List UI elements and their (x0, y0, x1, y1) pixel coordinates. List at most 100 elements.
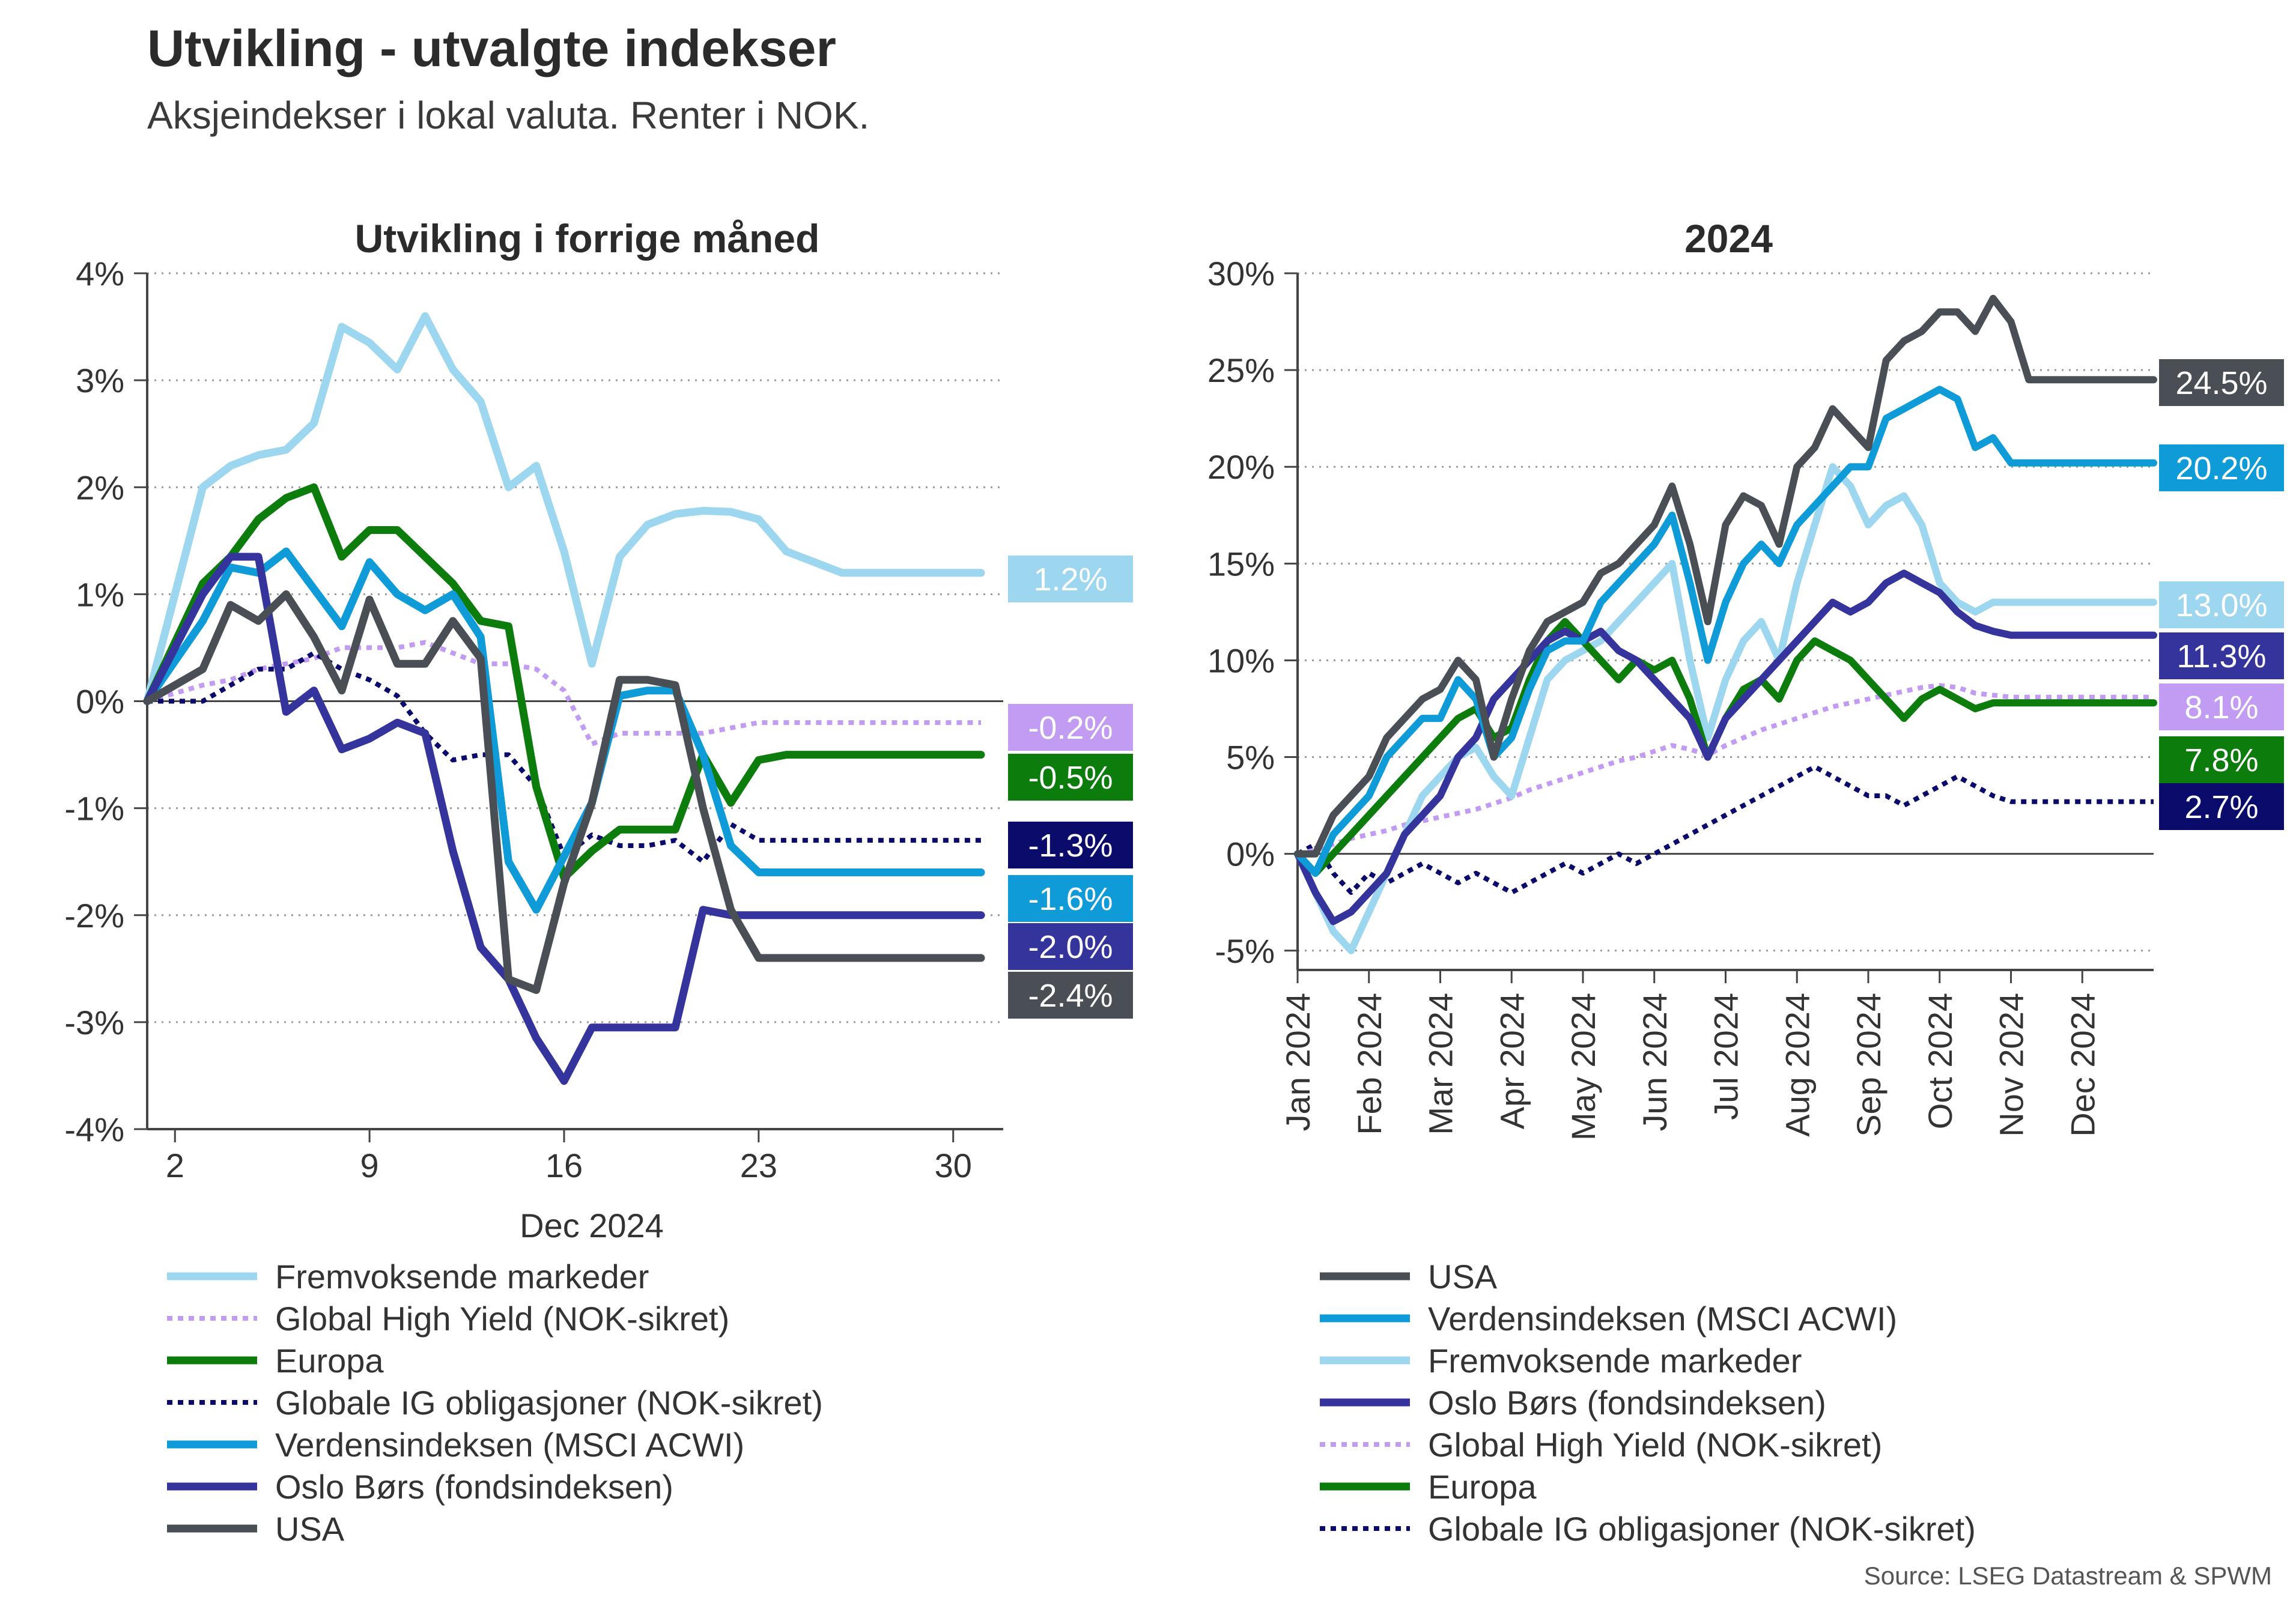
series-line-usa (143, 590, 985, 994)
y-tick-label: 0% (1226, 835, 1275, 873)
series-line-usa (1294, 294, 2157, 858)
x-tick-label: Jul 2024 (1707, 993, 1745, 1120)
y-tick-label: 30% (1207, 255, 1275, 292)
end-label-acwi: -1.6% (1028, 881, 1113, 917)
legend-label-eu: Europa (1428, 1468, 1537, 1506)
panel-title: 2024 (1684, 216, 1773, 261)
end-label-oslo: 11.3% (2176, 638, 2266, 674)
x-tick-label: Dec 2024 (2064, 993, 2101, 1137)
end-label-oslo: -2.0% (1028, 929, 1113, 965)
end-label-box-acwi (2159, 444, 2284, 491)
end-label-acwi: 20.2% (2175, 450, 2267, 486)
legend-label-ig: Globale IG obligasjoner (NOK-sikret) (1428, 1510, 1976, 1548)
y-tick-label: 0% (76, 683, 124, 721)
x-tick-label: Sep 2024 (1850, 993, 1888, 1137)
x-tick-label: Mar 2024 (1422, 993, 1460, 1135)
series-line-em (143, 312, 985, 705)
chart-subtitle: Aksjeindekser i lokal valuta. Renter i N… (147, 94, 870, 137)
x-tick-label: 2 (166, 1147, 184, 1184)
end-label-ig: -1.3% (1028, 828, 1113, 864)
series-line-hy (1297, 683, 2154, 856)
end-label-box-usa (2159, 359, 2284, 406)
y-tick-label: -1% (64, 790, 124, 828)
x-tick-label: 16 (545, 1147, 583, 1184)
series-line-eu (143, 483, 985, 882)
series-line-acwi (143, 547, 985, 914)
x-tick-label: Jun 2024 (1636, 993, 1674, 1131)
legend-last-month: Fremvoksende markeder Global High Yield (… (167, 1258, 823, 1548)
source-note: Source: LSEG Datastream & SPWM (1863, 1562, 2272, 1590)
series-line-oslo (143, 553, 985, 1085)
x-tick-label: Feb 2024 (1350, 993, 1388, 1135)
series-line-ig (147, 650, 981, 864)
end-label-box-em (1008, 556, 1133, 602)
legend-2024: USA Verdensindeksen (MSCI ACWI) Fremvoksen… (1320, 1258, 1976, 1548)
y-tick-label: -5% (1215, 932, 1275, 970)
x-tick-label: 9 (360, 1147, 379, 1184)
y-tick-label: -3% (64, 1004, 124, 1041)
y-tick-label: 1% (76, 575, 124, 613)
panel-title: Utvikling i forrige måned (355, 216, 820, 261)
end-label-usa: -2.4% (1028, 978, 1113, 1014)
legend-label-eu: Europa (275, 1342, 384, 1380)
y-tick-label: -2% (64, 897, 124, 935)
x-axis-title: Dec 2024 (520, 1207, 664, 1244)
legend-label-em: Fremvoksende markeder (275, 1258, 649, 1295)
panel-last-month: Utvikling i forrige måned 4% 3% 2% 1% 0% -1% -2… (64, 216, 1133, 1244)
end-label-box-em (2159, 581, 2284, 628)
end-label-eu: 7.8% (2184, 742, 2258, 778)
y-tick-label: 4% (76, 255, 124, 292)
legend-label-oslo: Oslo Børs (fondsindeksen) (1428, 1384, 1826, 1422)
y-tick-label: 5% (1226, 739, 1275, 777)
series-line-hy (146, 640, 981, 747)
x-tick-label: May 2024 (1564, 993, 1602, 1141)
x-tick-label: 30 (935, 1147, 972, 1184)
legend-label-hy: Global High Yield (NOK-sikret) (275, 1300, 729, 1338)
end-label-hy: 8.1% (2184, 689, 2258, 726)
end-label-box-ig (2159, 783, 2284, 830)
end-label-box-ig (1008, 822, 1133, 868)
end-label-hy: -0.2% (1028, 710, 1113, 746)
y-tick-label: 3% (76, 362, 124, 399)
x-tick-label: Oct 2024 (1921, 993, 1959, 1129)
end-label-em: 1.2% (1033, 562, 1107, 598)
y-tick-label: 25% (1207, 351, 1275, 389)
y-tick-label: 15% (1207, 545, 1275, 583)
end-label-box-eu (1008, 754, 1133, 801)
end-label-box-eu (2159, 736, 2284, 783)
x-tick-label: 23 (740, 1147, 777, 1184)
chart-title: Utvikling - utvalgte indekser (147, 20, 836, 77)
x-tick-label: Apr 2024 (1493, 993, 1531, 1129)
end-label-box-oslo (2159, 632, 2284, 679)
legend-label-em: Fremvoksende markeder (1428, 1342, 1802, 1380)
end-label-box-hy (2159, 683, 2284, 730)
series-line-acwi (1294, 386, 2157, 877)
legend-label-acwi: Verdensindeksen (MSCI ACWI) (1428, 1300, 1897, 1338)
panel-2024: 2024 30% 25% 20% 15% 10% 5% 0% -5%Jan 2024 Feb 20… (1207, 216, 2284, 1141)
series-line-em (1294, 463, 2157, 954)
legend-label-ig: Globale IG obligasjoner (NOK-sikret) (275, 1384, 823, 1422)
y-tick-label: 2% (76, 468, 124, 506)
x-tick-label: Nov 2024 (1993, 993, 2030, 1137)
legend-label-usa: USA (275, 1510, 345, 1548)
x-tick-label: Jan 2024 (1279, 993, 1317, 1131)
end-label-box-hy (1008, 704, 1133, 751)
y-tick-label: -4% (64, 1111, 124, 1148)
end-label-eu: -0.5% (1028, 760, 1113, 796)
end-label-em: 13.0% (2175, 587, 2267, 623)
legend-label-oslo: Oslo Børs (fondsindeksen) (275, 1468, 673, 1506)
end-label-box-oslo (1008, 923, 1133, 970)
end-label-box-acwi (1008, 875, 1133, 922)
legend-label-hy: Global High Yield (NOK-sikret) (1428, 1426, 1882, 1464)
y-tick-label: 20% (1207, 448, 1275, 486)
x-tick-label: Aug 2024 (1778, 993, 1816, 1137)
legend-label-usa: USA (1428, 1258, 1498, 1295)
series-line-ig (1296, 764, 2154, 895)
y-tick-label: 10% (1207, 641, 1275, 679)
end-label-usa: 24.5% (2175, 365, 2267, 401)
end-label-box-usa (1008, 972, 1133, 1019)
legend-label-acwi: Verdensindeksen (MSCI ACWI) (275, 1426, 744, 1464)
end-label-ig: 2.7% (2184, 789, 2258, 825)
series-line-oslo (1294, 569, 2157, 926)
